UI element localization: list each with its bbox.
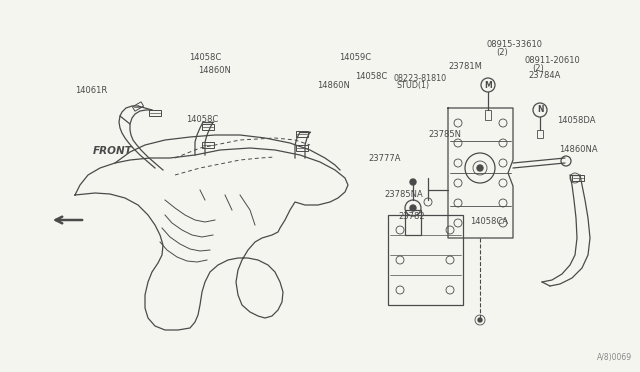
Text: 08223-81810: 08223-81810 <box>394 74 447 83</box>
Bar <box>149 110 161 116</box>
Bar <box>485 110 491 120</box>
Bar <box>405 210 421 235</box>
Text: 23785N: 23785N <box>429 130 462 139</box>
Text: 14061R: 14061R <box>76 86 108 94</box>
Bar <box>202 142 214 148</box>
Bar <box>132 102 143 111</box>
Bar <box>572 175 584 181</box>
Text: (2): (2) <box>496 48 508 57</box>
Bar <box>296 145 308 151</box>
Text: 23781M: 23781M <box>448 62 482 71</box>
Text: 14058C: 14058C <box>189 53 221 62</box>
Bar <box>296 131 308 137</box>
Text: A/8)0069: A/8)0069 <box>597 353 632 362</box>
Text: 08915-33610: 08915-33610 <box>486 40 543 49</box>
Text: (2): (2) <box>532 64 544 73</box>
Text: 23785NA: 23785NA <box>384 190 423 199</box>
Text: STUD(1): STUD(1) <box>396 81 429 90</box>
Text: N: N <box>537 106 543 115</box>
Text: FRONT: FRONT <box>93 146 132 155</box>
Bar <box>537 130 543 138</box>
Text: 14058C: 14058C <box>355 72 387 81</box>
Text: 14058CA: 14058CA <box>470 217 508 226</box>
Bar <box>202 124 214 130</box>
Text: 14860NA: 14860NA <box>559 145 597 154</box>
Circle shape <box>477 165 483 171</box>
Text: 08911-20610: 08911-20610 <box>525 56 580 65</box>
Text: 23782: 23782 <box>398 212 425 221</box>
Text: 14058C: 14058C <box>186 115 218 124</box>
Bar <box>388 215 463 305</box>
Text: 23777A: 23777A <box>368 154 401 163</box>
Text: 14058DA: 14058DA <box>557 116 595 125</box>
Circle shape <box>478 318 482 322</box>
Text: M: M <box>484 80 492 90</box>
Circle shape <box>410 205 416 211</box>
Circle shape <box>410 179 416 185</box>
Text: 14860N: 14860N <box>317 81 349 90</box>
Text: 14059C: 14059C <box>339 53 371 62</box>
Text: 14860N: 14860N <box>198 66 231 75</box>
Text: 23784A: 23784A <box>528 71 561 80</box>
